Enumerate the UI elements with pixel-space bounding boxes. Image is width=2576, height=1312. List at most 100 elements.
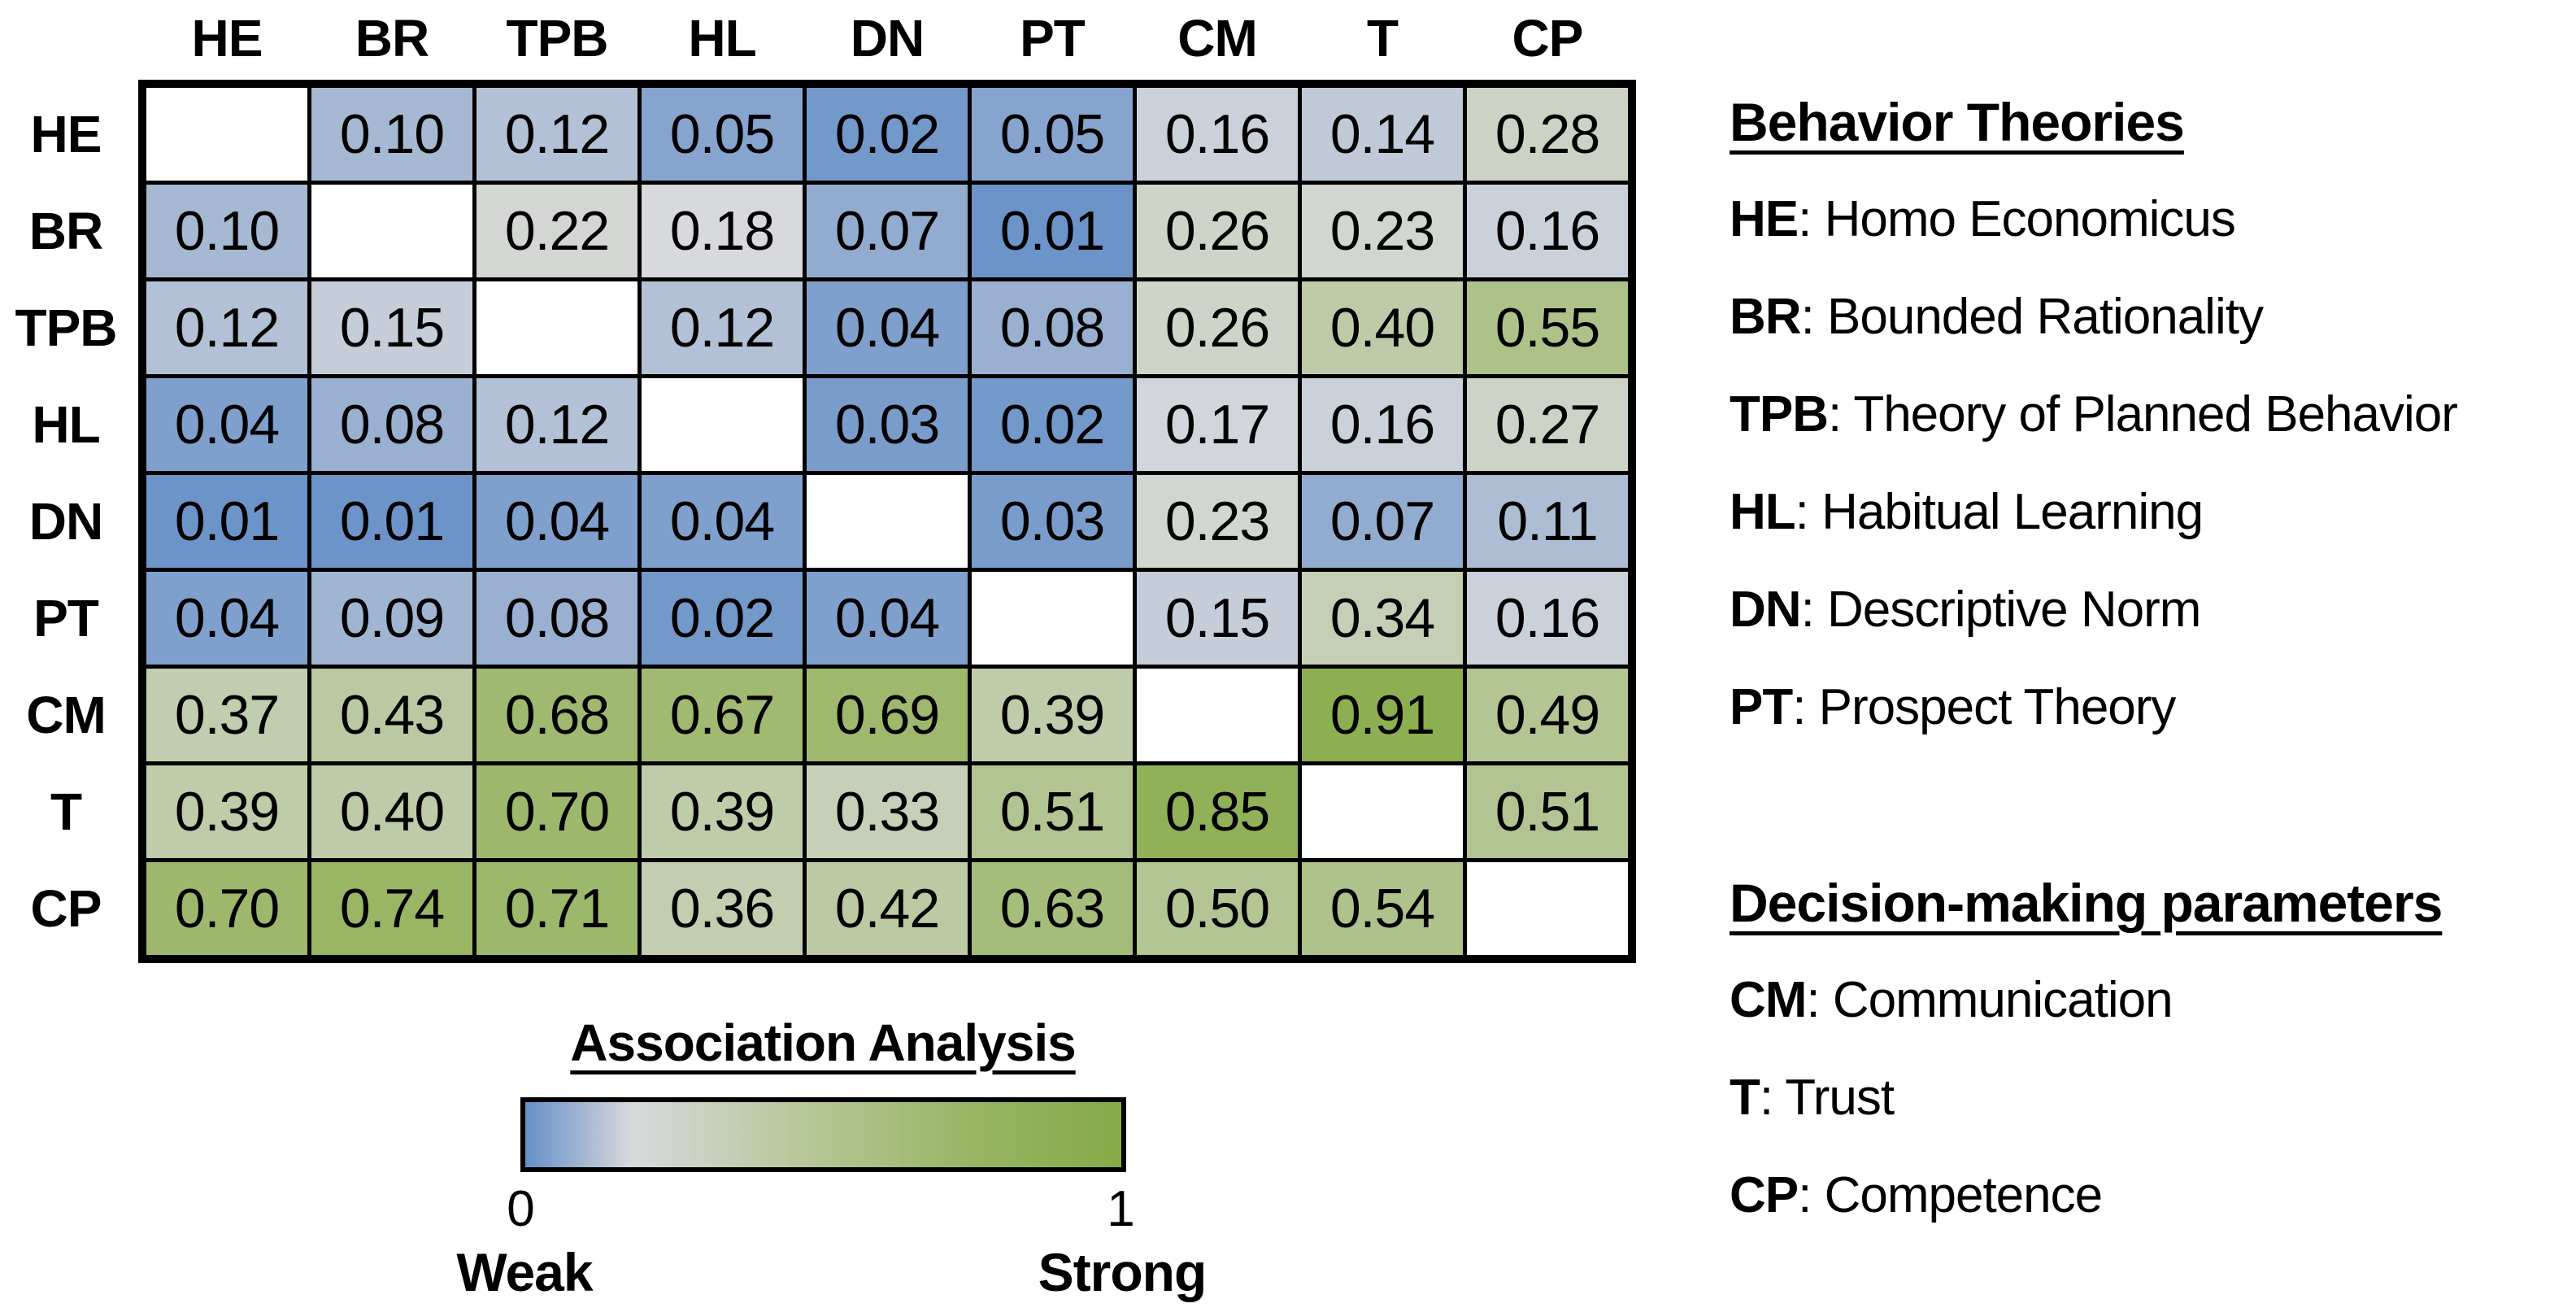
matrix-cell-he-t: 0.14 bbox=[1302, 88, 1463, 181]
legend-item-abbr: CM bbox=[1730, 972, 1807, 1028]
matrix-cell-cp-t: 0.54 bbox=[1302, 862, 1463, 955]
matrix-cell-tpb-t: 0.40 bbox=[1302, 281, 1463, 374]
legend-item-he: HE: Homo Economicus bbox=[1730, 183, 2236, 256]
matrix-cell-cp-pt: 0.63 bbox=[972, 862, 1133, 955]
legend-item-cp: CP: Competence bbox=[1730, 1159, 2103, 1232]
legend-item-name: : Theory of Planned Behavior bbox=[1828, 386, 2458, 442]
matrix-cell-cm-cp: 0.49 bbox=[1467, 669, 1628, 761]
legend-item-name: : Bounded Rationality bbox=[1800, 289, 2264, 345]
matrix-cell-pt-cm: 0.15 bbox=[1137, 572, 1298, 665]
matrix-cell-br-dn: 0.07 bbox=[807, 185, 968, 277]
colorbar-title: Association Analysis bbox=[570, 1013, 1076, 1072]
matrix-cell-tpb-dn: 0.04 bbox=[807, 281, 968, 374]
matrix-cell-pt-he: 0.04 bbox=[146, 572, 307, 665]
matrix-cell-he-dn: 0.02 bbox=[807, 88, 968, 181]
matrix-cell-hl-t: 0.16 bbox=[1302, 378, 1463, 471]
legend-item-abbr: CP bbox=[1730, 1167, 1799, 1223]
matrix-cell-hl-cp: 0.27 bbox=[1467, 378, 1628, 471]
legend-item-br: BR: Bounded Rationality bbox=[1730, 281, 2264, 354]
matrix-cell-cp-he: 0.70 bbox=[146, 862, 307, 955]
legend-item-pt: PT: Prospect Theory bbox=[1730, 671, 2176, 744]
column-header-hl: HL bbox=[688, 9, 756, 68]
column-header-he: HE bbox=[191, 9, 263, 68]
matrix-cell-pt-dn: 0.04 bbox=[807, 572, 968, 665]
matrix-cell-pt-br: 0.09 bbox=[311, 572, 472, 665]
matrix-cell-cm-pt: 0.39 bbox=[972, 669, 1133, 761]
row-label-pt: PT bbox=[33, 589, 99, 647]
row-label-he: HE bbox=[30, 105, 102, 163]
colorbar-min-tick: 0 bbox=[507, 1181, 534, 1237]
column-header-cm: CM bbox=[1177, 9, 1258, 68]
matrix-cell-cm-cm bbox=[1137, 669, 1298, 761]
legend-item-name: : Descriptive Norm bbox=[1800, 582, 2202, 638]
matrix-cell-cm-hl: 0.67 bbox=[642, 669, 803, 761]
matrix-cell-dn-hl: 0.04 bbox=[642, 475, 803, 568]
matrix-cell-tpb-br: 0.15 bbox=[311, 281, 472, 374]
association-matrix: 0.10 0.12 0.05 0.02 0.05 0.16 0.14 0.28 0.10 0.22… bbox=[138, 80, 1636, 963]
matrix-cell-br-br bbox=[311, 185, 472, 277]
matrix-cell-br-cp: 0.16 bbox=[1467, 185, 1628, 277]
legend-item-abbr: T bbox=[1730, 1070, 1760, 1126]
colorbar-weak-label: Weak bbox=[456, 1242, 593, 1302]
matrix-cell-hl-br: 0.08 bbox=[311, 378, 472, 471]
matrix-cell-tpb-cm: 0.26 bbox=[1137, 281, 1298, 374]
legend-item-hl: HL: Habitual Learning bbox=[1730, 476, 2204, 549]
column-header-dn: DN bbox=[850, 9, 925, 68]
matrix-cell-br-pt: 0.01 bbox=[972, 185, 1133, 277]
matrix-cell-t-pt: 0.51 bbox=[972, 765, 1133, 858]
matrix-cell-he-pt: 0.05 bbox=[972, 88, 1133, 181]
matrix-cell-pt-tpb: 0.08 bbox=[476, 572, 637, 665]
matrix-cell-t-br: 0.40 bbox=[311, 765, 472, 858]
legend-item-abbr: TPB bbox=[1730, 386, 1829, 442]
matrix-cell-dn-br: 0.01 bbox=[311, 475, 472, 568]
matrix-cell-hl-cm: 0.17 bbox=[1137, 378, 1298, 471]
legend-item-abbr: DN bbox=[1730, 582, 1802, 638]
column-header-t: T bbox=[1366, 9, 1399, 68]
matrix-row-labels: HE BR TPB HL DN PT CM T CP bbox=[0, 88, 132, 955]
matrix-cell-he-br: 0.10 bbox=[311, 88, 472, 181]
decision-parameters-title: Decision-making parameters bbox=[1730, 873, 2443, 933]
matrix-cell-dn-tpb: 0.04 bbox=[476, 475, 637, 568]
legend-item-t: T: Trust bbox=[1730, 1061, 1895, 1135]
row-label-br: BR bbox=[28, 202, 103, 260]
matrix-cell-br-he: 0.10 bbox=[146, 185, 307, 277]
matrix-cell-pt-pt bbox=[972, 572, 1133, 665]
matrix-cell-br-tpb: 0.22 bbox=[476, 185, 637, 277]
legend-item-cm: CM: Communication bbox=[1730, 964, 2174, 1037]
matrix-cell-t-cm: 0.85 bbox=[1137, 765, 1298, 858]
matrix-cell-cp-dn: 0.42 bbox=[807, 862, 968, 955]
row-label-dn: DN bbox=[28, 492, 103, 551]
row-label-cp: CP bbox=[30, 879, 102, 938]
legend-item-name: : Homo Economicus bbox=[1798, 191, 2236, 247]
matrix-cell-pt-cp: 0.16 bbox=[1467, 572, 1628, 665]
matrix-cell-cm-he: 0.37 bbox=[146, 669, 307, 761]
behavior-theories-title: Behavior Theories bbox=[1730, 92, 2185, 152]
matrix-cell-pt-hl: 0.02 bbox=[642, 572, 803, 665]
matrix-cell-cm-tpb: 0.68 bbox=[476, 669, 637, 761]
matrix-cell-he-he bbox=[146, 88, 307, 181]
matrix-cell-cp-cp bbox=[1467, 862, 1628, 955]
matrix-cell-t-t bbox=[1302, 765, 1463, 858]
column-header-br: BR bbox=[355, 9, 429, 68]
matrix-cell-cm-t: 0.91 bbox=[1302, 669, 1463, 761]
matrix-cell-br-cm: 0.26 bbox=[1137, 185, 1298, 277]
matrix-cell-t-cp: 0.51 bbox=[1467, 765, 1628, 858]
matrix-cell-he-cp: 0.28 bbox=[1467, 88, 1628, 181]
matrix-cell-hl-he: 0.04 bbox=[146, 378, 307, 471]
matrix-cell-he-cm: 0.16 bbox=[1137, 88, 1298, 181]
matrix-cell-hl-dn: 0.03 bbox=[807, 378, 968, 471]
matrix-cell-t-hl: 0.39 bbox=[642, 765, 803, 858]
matrix-cell-br-hl: 0.18 bbox=[642, 185, 803, 277]
matrix-cell-hl-tpb: 0.12 bbox=[476, 378, 637, 471]
matrix-cell-tpb-hl: 0.12 bbox=[642, 281, 803, 374]
matrix-cell-he-hl: 0.05 bbox=[642, 88, 803, 181]
matrix-cell-dn-cm: 0.23 bbox=[1137, 475, 1298, 568]
legend-item-tpb: TPB: Theory of Planned Behavior bbox=[1730, 378, 2458, 451]
matrix-cell-tpb-he: 0.12 bbox=[146, 281, 307, 374]
column-header-tpb: TPB bbox=[506, 9, 609, 68]
legend-item-name: : Prospect Theory bbox=[1792, 679, 2176, 735]
matrix-cell-dn-pt: 0.03 bbox=[972, 475, 1133, 568]
matrix-cell-cp-tpb: 0.71 bbox=[476, 862, 637, 955]
matrix-cell-cp-cm: 0.50 bbox=[1137, 862, 1298, 955]
